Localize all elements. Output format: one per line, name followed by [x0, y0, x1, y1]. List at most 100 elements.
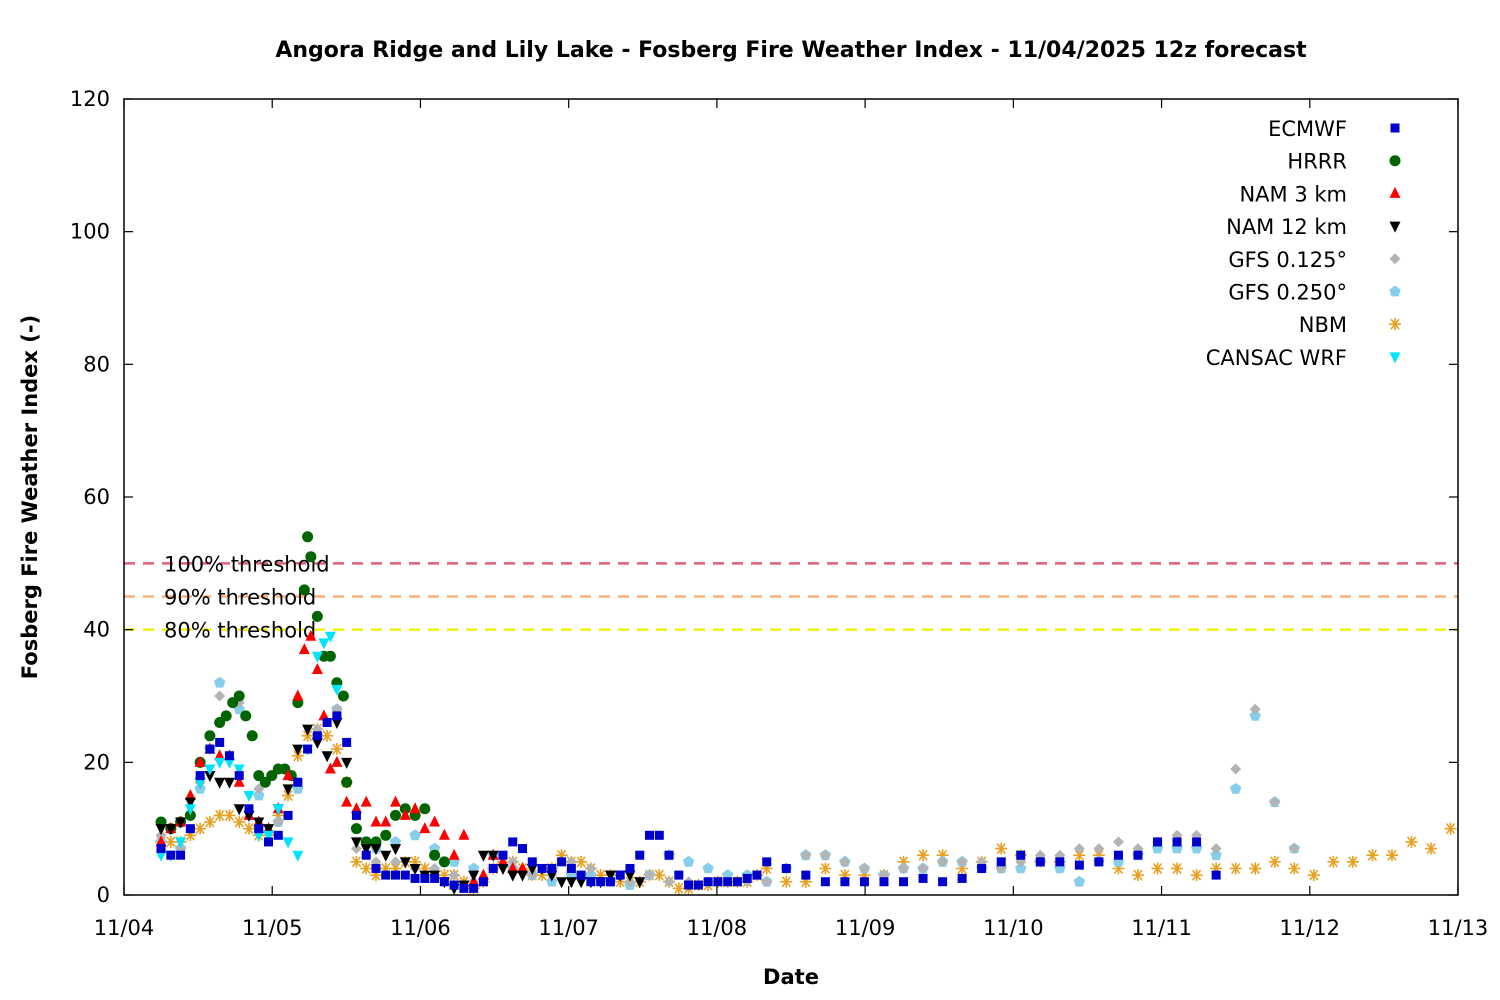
data-point — [194, 822, 207, 835]
data-point — [1385, 849, 1398, 862]
data-point — [350, 855, 363, 868]
data-point — [400, 870, 410, 880]
data-point — [234, 771, 244, 781]
data-point — [487, 850, 499, 862]
data-point — [713, 877, 723, 887]
data-point — [1405, 835, 1418, 848]
data-point — [575, 877, 587, 889]
data-point — [184, 809, 196, 821]
data-point — [645, 830, 655, 840]
data-point — [1211, 870, 1221, 880]
data-point — [246, 730, 258, 742]
legend-marker — [1389, 155, 1401, 167]
data-point — [331, 684, 343, 696]
threshold-label: 90% threshold — [164, 586, 316, 610]
data-point — [477, 868, 489, 880]
data-point — [390, 844, 402, 856]
data-point — [156, 844, 166, 854]
data-point — [331, 718, 343, 730]
data-point — [233, 816, 246, 829]
x-tick-label: 11/13 — [1428, 916, 1489, 940]
data-point — [318, 638, 330, 650]
data-point — [937, 856, 949, 868]
data-point — [420, 873, 430, 883]
data-point — [1307, 869, 1320, 882]
data-point — [272, 816, 284, 828]
data-point — [1249, 703, 1261, 715]
data-point — [214, 690, 226, 702]
data-point — [254, 824, 264, 834]
data-point — [918, 873, 928, 883]
legend-marker — [1389, 352, 1401, 364]
data-point — [899, 877, 909, 887]
data-point — [1249, 862, 1262, 875]
data-point — [1112, 836, 1124, 848]
data-point — [723, 877, 733, 887]
data-point — [263, 824, 275, 836]
data-point — [732, 877, 742, 887]
data-point — [526, 869, 538, 881]
data-point — [604, 870, 616, 882]
data-point — [214, 777, 226, 789]
data-point — [350, 843, 362, 855]
data-point — [350, 837, 362, 849]
data-point — [1153, 837, 1163, 847]
y-tick-label: 60 — [83, 485, 110, 509]
data-point — [498, 850, 508, 860]
data-point — [1230, 763, 1242, 775]
x-tick-label: 11/12 — [1280, 916, 1341, 940]
data-point — [293, 777, 303, 787]
data-point — [204, 771, 216, 783]
data-point — [311, 651, 323, 663]
data-point — [839, 856, 851, 868]
data-point — [184, 797, 196, 809]
data-point — [819, 849, 831, 861]
data-point — [292, 744, 304, 756]
data-point — [341, 795, 353, 807]
y-axis-label: Fosberg Fire Weather Index (-) — [18, 315, 42, 679]
legend-marker — [1389, 318, 1401, 331]
data-point — [781, 863, 791, 873]
data-point — [801, 870, 811, 880]
data-point — [1288, 862, 1301, 875]
y-tick-label: 20 — [83, 750, 110, 774]
x-tick-label: 11/09 — [835, 916, 896, 940]
data-point — [263, 830, 275, 842]
data-point — [298, 584, 310, 596]
data-point — [1192, 837, 1202, 847]
data-point — [703, 877, 713, 887]
data-point — [244, 804, 254, 814]
data-point — [360, 795, 372, 807]
data-point — [242, 822, 255, 835]
data-point — [253, 830, 265, 842]
data-point — [350, 802, 362, 814]
data-point — [1229, 862, 1242, 875]
legend-label: NBM — [1299, 313, 1347, 337]
data-point — [761, 876, 773, 888]
data-point — [272, 804, 284, 816]
series-gfs-0-250- — [155, 676, 1300, 890]
data-point — [819, 862, 832, 875]
y-tick-label: 40 — [83, 618, 110, 642]
data-point — [321, 751, 333, 763]
data-point — [1074, 860, 1084, 870]
data-point — [517, 870, 529, 882]
data-point — [1210, 849, 1222, 861]
data-point — [624, 876, 636, 888]
axes: 11/04 11/05 11/06 11/07 11/08 11/09 11/10 11/11… — [70, 87, 1488, 940]
data-point — [204, 764, 216, 776]
data-point — [1444, 822, 1457, 835]
data-point — [214, 676, 226, 688]
legend-marker — [1389, 186, 1401, 198]
data-point — [682, 855, 695, 867]
series-nam-3-km — [155, 629, 529, 887]
data-point — [223, 777, 235, 789]
data-point — [342, 737, 352, 747]
data-point — [507, 856, 519, 868]
data-point — [557, 857, 567, 867]
data-point — [565, 877, 577, 889]
data-point — [644, 869, 656, 881]
y-tick-label: 0 — [97, 883, 110, 907]
data-point — [370, 844, 382, 856]
legend-label: CANSAC WRF — [1206, 346, 1347, 370]
